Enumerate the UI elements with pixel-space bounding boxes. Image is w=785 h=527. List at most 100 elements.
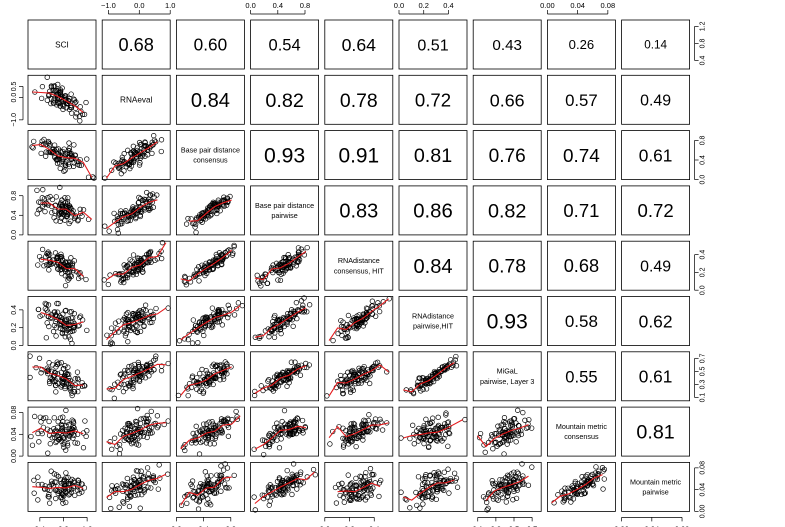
point-4-1-86 xyxy=(159,240,166,246)
point-8-6-79 xyxy=(492,480,499,487)
point-4-0-86 xyxy=(77,270,83,276)
point-8-4-40 xyxy=(368,492,374,498)
panel-4-0 xyxy=(27,240,97,291)
point-8-1-56 xyxy=(124,489,130,495)
point-2-1-40 xyxy=(149,139,155,145)
point-7-1-37 xyxy=(109,446,115,452)
point-2-0-77 xyxy=(70,163,77,170)
point-4-0-19 xyxy=(65,277,71,283)
point-7-2-72 xyxy=(206,425,212,431)
point-6-0-10 xyxy=(33,364,39,371)
point-4-2-37 xyxy=(182,273,188,280)
point-8-7-76 xyxy=(572,478,578,485)
point-5-3-66 xyxy=(298,298,305,304)
point-8-7-20 xyxy=(601,466,608,473)
point-7-6-48 xyxy=(495,423,501,429)
point-7-5-21 xyxy=(427,420,434,427)
top-tick-label-3-1: 0.4 xyxy=(273,1,283,10)
point-6-5-28 xyxy=(453,363,460,369)
point-6-3-69 xyxy=(271,381,277,388)
point-7-2-78 xyxy=(221,417,227,423)
point-7-1-85 xyxy=(135,442,142,448)
bottom-tick-label-2-0: 0.0 xyxy=(171,524,181,527)
point-2-0-12 xyxy=(43,153,49,159)
point-7-3-69 xyxy=(279,418,285,425)
right-tick-label-4-1: 0.2 xyxy=(700,267,707,277)
point-5-0-44 xyxy=(53,333,59,339)
point-5-4-80 xyxy=(370,302,376,309)
point-8-2-20 xyxy=(226,485,232,491)
point-5-1-62 xyxy=(109,340,116,347)
point-6-0-23 xyxy=(46,378,53,384)
point-5-4-70 xyxy=(346,324,352,330)
point-1-0-63 xyxy=(54,102,60,108)
smoother-line-8-3 xyxy=(254,471,315,504)
panel-4-8 xyxy=(621,240,690,291)
point-6-4-70 xyxy=(342,373,348,379)
point-5-4-65 xyxy=(373,313,379,319)
panel-3-8 xyxy=(621,185,690,236)
point-6-1-62 xyxy=(117,372,123,378)
point-7-3-87 xyxy=(297,425,303,432)
point-5-0-72 xyxy=(42,300,48,307)
point-8-7-1 xyxy=(599,465,606,471)
point-4-3-87 xyxy=(293,263,299,269)
point-6-3-37 xyxy=(252,392,258,399)
point-7-6-89 xyxy=(514,429,520,435)
panel-4-3 xyxy=(250,240,320,291)
point-8-0-71 xyxy=(48,468,54,474)
point-2-1-76 xyxy=(119,158,125,164)
variable-label-0: SCI xyxy=(55,40,69,49)
point-6-1-38 xyxy=(111,395,117,401)
point-8-6-84 xyxy=(491,482,497,488)
point-7-6-72 xyxy=(494,443,500,449)
point-7-2-81 xyxy=(233,408,239,415)
point-7-3-89 xyxy=(288,431,294,437)
smoother-line-8-7 xyxy=(551,474,603,504)
point-5-1-51 xyxy=(165,305,171,311)
point-8-4-83 xyxy=(358,474,365,480)
point-3-1-80 xyxy=(147,192,154,198)
point-3-0-84 xyxy=(40,187,46,193)
point-3-0-76 xyxy=(45,195,51,201)
point-2-0-64 xyxy=(47,142,53,149)
point-3-0-80 xyxy=(68,206,74,212)
point-6-5-69 xyxy=(414,382,421,388)
point-8-7-49 xyxy=(581,490,588,497)
point-8-4-17 xyxy=(332,484,339,491)
point-2-1-81 xyxy=(149,150,155,157)
panel-0-6 xyxy=(472,19,542,70)
point-5-1-83 xyxy=(134,323,140,329)
point-6-3-52 xyxy=(286,368,293,374)
point-5-1-81 xyxy=(141,323,147,330)
point-4-1-75 xyxy=(130,268,136,274)
point-3-0-32 xyxy=(52,208,58,214)
smoother-line-2-0 xyxy=(32,144,93,178)
point-4-0-79 xyxy=(62,259,68,265)
point-5-1-29 xyxy=(135,309,142,315)
smoother-line-8-0 xyxy=(32,484,84,490)
point-3-0-60 xyxy=(66,220,72,227)
point-8-5-37 xyxy=(398,489,404,495)
panel-8-0 xyxy=(27,461,97,512)
point-1-0-77 xyxy=(57,89,63,95)
point-2-0-17 xyxy=(39,138,45,144)
point-8-4-49 xyxy=(362,497,369,503)
point-2-1-89 xyxy=(158,148,164,155)
point-8-0-87 xyxy=(79,489,85,495)
point-8-3-49 xyxy=(284,467,290,474)
point-6-0-24 xyxy=(46,360,52,366)
point-5-1-48 xyxy=(115,329,122,335)
point-7-1-88 xyxy=(134,419,140,425)
point-6-3-76 xyxy=(258,383,264,389)
point-7-6-66 xyxy=(502,430,508,436)
smoother-line-3-0 xyxy=(40,202,93,220)
point-3-2-71 xyxy=(210,208,216,214)
point-7-2-26 xyxy=(209,419,215,425)
point-8-6-87 xyxy=(513,483,519,490)
point-7-0-40 xyxy=(69,417,75,423)
point-2-1-64 xyxy=(118,171,124,177)
point-7-6-82 xyxy=(501,438,507,444)
point-8-7-29 xyxy=(600,468,606,474)
point-7-5-61 xyxy=(445,443,451,449)
